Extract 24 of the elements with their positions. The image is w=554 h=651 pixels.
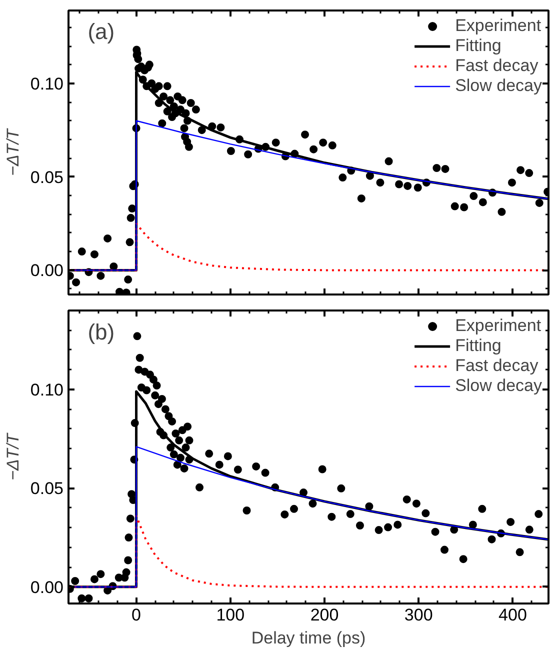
- y-tick-label: 0.05: [30, 168, 64, 187]
- x-tick-label: 400: [498, 606, 527, 624]
- annotation: (a): [88, 19, 115, 44]
- legend-label: Fast decay: [455, 56, 538, 76]
- legend-label: Experiment: [455, 316, 542, 336]
- y-axis-title: −ΔT/T: [3, 432, 22, 480]
- x-tick-label: 300: [404, 606, 433, 624]
- y-tick-label: 0.00: [30, 578, 64, 597]
- y-tick-label: 0.10: [30, 380, 64, 400]
- y-axis-title: −ΔT/T: [3, 127, 22, 176]
- x-tick-label: 100: [216, 606, 245, 624]
- x-tick-label: 0: [132, 606, 142, 624]
- y-tick-label: 0.05: [30, 479, 64, 498]
- legend-label: Fitting: [455, 336, 502, 356]
- legend-label: Slow decay: [455, 76, 542, 96]
- x-axis-title: Delay time (ps): [251, 628, 366, 648]
- annotation: (b): [88, 319, 115, 344]
- y-tick-label: 0.10: [30, 74, 64, 94]
- x-tick-label: 200: [310, 606, 339, 624]
- legend-label: Fitting: [455, 36, 502, 56]
- legend-label: Slow decay: [455, 376, 542, 396]
- legend-label: Fast decay: [455, 356, 538, 376]
- legend-label: Experiment: [455, 16, 542, 36]
- y-tick-label: 0.00: [30, 261, 64, 280]
